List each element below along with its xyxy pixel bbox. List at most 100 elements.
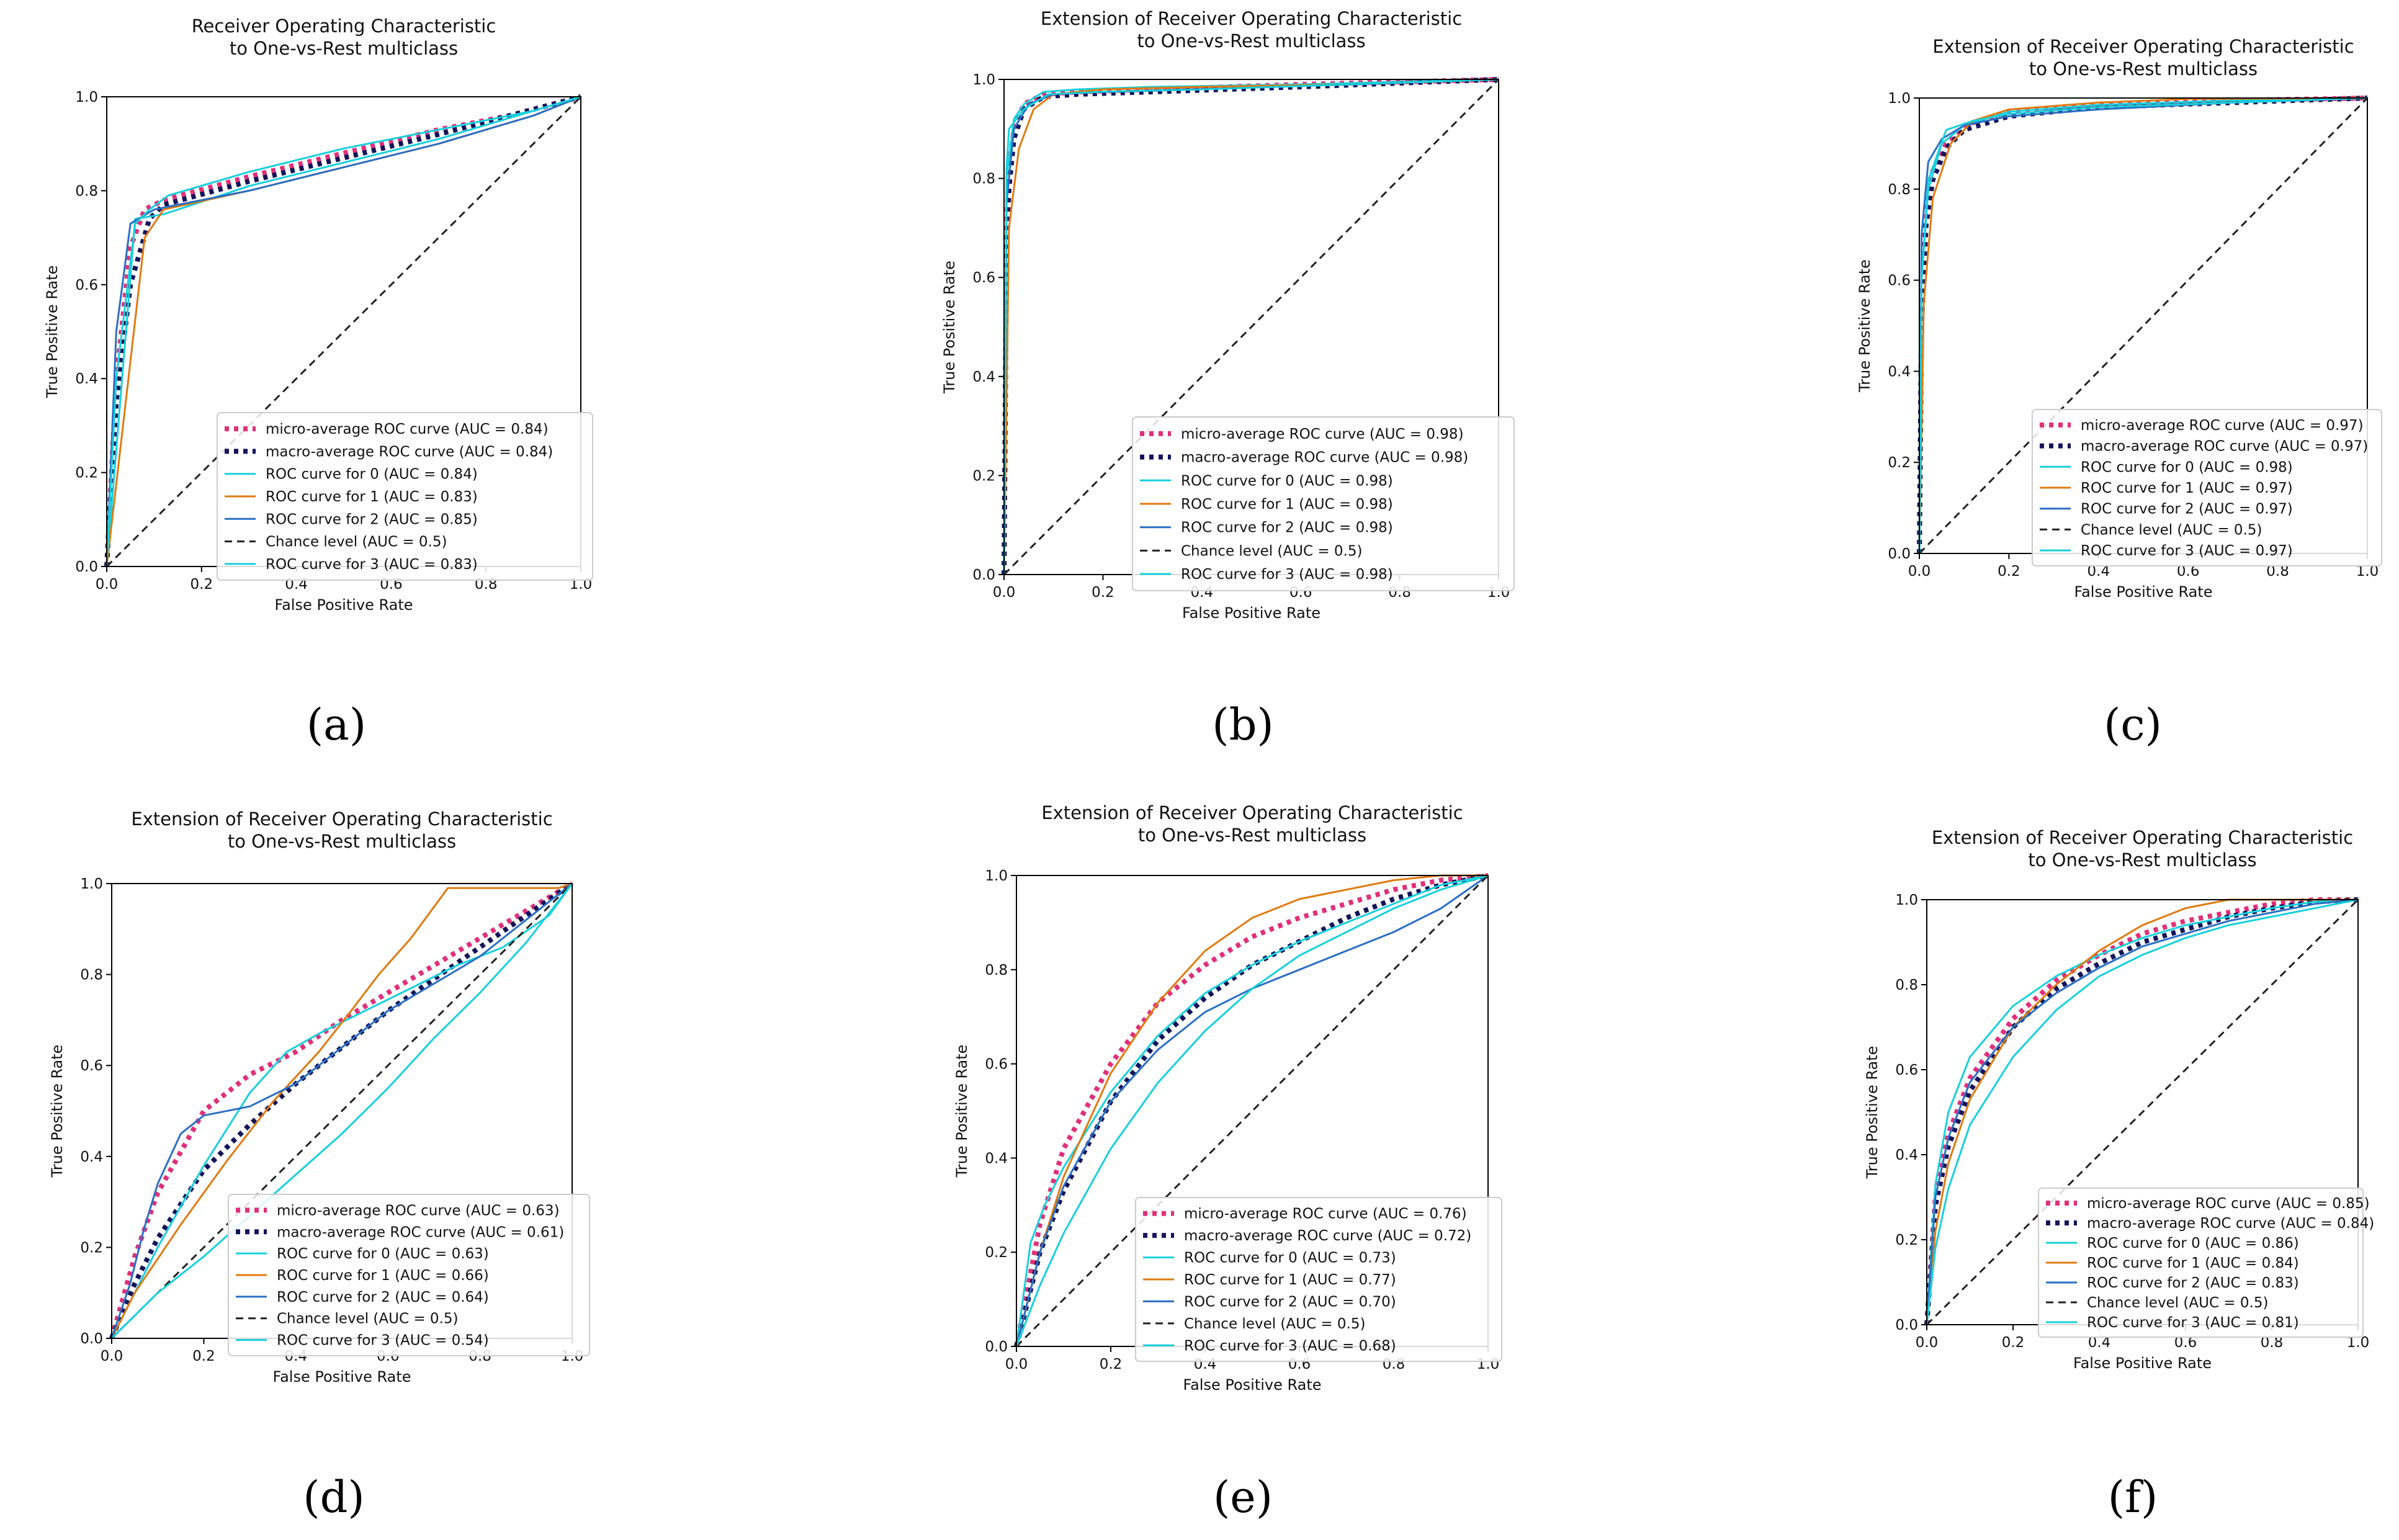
series-line-class2	[110, 882, 573, 1339]
x-axis-label: False Positive Rate	[1182, 604, 1321, 622]
y-tick-label: 0.6	[1895, 1062, 1918, 1078]
x-tick-label: 0.2	[1100, 1356, 1123, 1372]
legend-box	[1132, 416, 1515, 591]
chart-title-line: to One-vs-Rest multiclass	[228, 831, 456, 852]
y-tick-label: 0.6	[972, 270, 995, 286]
chart-title-line: Receiver Operating Characteristic	[192, 16, 496, 37]
y-tick-label: 0.8	[985, 962, 1008, 978]
y-tick-label: 0.2	[985, 1245, 1008, 1261]
y-axis-label: True Positive Rate	[48, 1045, 66, 1178]
legend-box	[217, 412, 593, 581]
legend-entry: ROC curve for 3 (AUC = 0.83)	[266, 557, 478, 573]
legend-entry: macro-average ROC curve (AUC = 0.61)	[277, 1224, 564, 1240]
plot-area	[104, 94, 582, 568]
y-tick-label: 0.0	[80, 1331, 103, 1347]
legend-entry: ROC curve for 0 (AUC = 0.73)	[1184, 1250, 1396, 1266]
chart-panel-3: Extension of Receiver Operating Characte…	[1856, 36, 2382, 750]
legend-entry: ROC curve for 3 (AUC = 0.54)	[277, 1333, 489, 1349]
legend-entry: ROC curve for 2 (AUC = 0.70)	[1184, 1294, 1396, 1310]
y-tick-label: 0.4	[75, 371, 98, 387]
y-tick-label: 1.0	[985, 868, 1008, 884]
legend-entry: ROC curve for 1 (AUC = 0.84)	[2087, 1255, 2299, 1271]
chart-title-line: to One-vs-Rest multiclass	[1137, 30, 1365, 51]
legend-entry: ROC curve for 0 (AUC = 0.84)	[266, 467, 478, 483]
series-line-macro	[1014, 873, 1489, 1347]
y-tick-label: 0.4	[972, 369, 995, 385]
legend-entry: Chance level (AUC = 0.5)	[1184, 1316, 1365, 1332]
legend: micro-average ROC curve (AUC = 0.76) macr…	[1135, 1197, 1502, 1362]
legend-entry: Chance level (AUC = 0.5)	[266, 534, 447, 550]
series-line-macro	[104, 94, 582, 567]
x-axis-label: False Positive Rate	[274, 596, 413, 614]
legend: micro-average ROC curve (AUC = 0.97) macr…	[2032, 409, 2382, 566]
x-tick-label: 0.2	[191, 576, 213, 593]
panel-label: (d)	[303, 1472, 364, 1523]
x-axis-label: False Positive Rate	[2073, 1354, 2212, 1372]
x-tick-label: 0.2	[1998, 563, 2020, 580]
legend-entry: ROC curve for 1 (AUC = 0.66)	[277, 1268, 489, 1284]
legend-entry: Chance level (AUC = 0.5)	[277, 1311, 458, 1327]
series-line-chance	[1918, 97, 2369, 555]
x-tick-label: 0.2	[1092, 584, 1114, 601]
legend-entry: Chance level (AUC = 0.5)	[2087, 1295, 2268, 1311]
chart-panel-2: Extension of Receiver Operating Characte…	[941, 8, 1515, 750]
y-tick-label: 0.8	[972, 171, 995, 187]
panel-label: (c)	[2104, 699, 2162, 750]
chart-title-line: Extension of Receiver Operating Characte…	[1932, 827, 2353, 848]
plot-area	[1917, 96, 2369, 555]
y-tick-label: 1.0	[75, 89, 98, 105]
plot-area	[1924, 897, 2359, 1326]
y-tick-label: 0.0	[972, 567, 995, 583]
legend-entry: micro-average ROC curve (AUC = 0.97)	[2081, 418, 2364, 434]
series-line-chance	[110, 882, 573, 1340]
series-line-micro	[1924, 897, 2358, 1325]
y-tick-label: 0.6	[80, 1058, 103, 1074]
series-line-chance	[1926, 898, 2359, 1326]
y-tick-label: 0.4	[80, 1149, 103, 1165]
series-line-chance	[1003, 78, 1500, 576]
series-line-class0	[1926, 898, 2359, 1325]
y-axis-label: True Positive Rate	[953, 1045, 971, 1178]
y-tick-label: 0.0	[75, 559, 98, 575]
legend-entry: macro-average ROC curve (AUC = 0.98)	[1181, 450, 1468, 466]
series-line-class3	[1926, 898, 2359, 1325]
y-tick-label: 1.0	[1895, 892, 1918, 908]
y-tick-label: 0.6	[985, 1057, 1008, 1073]
legend-box	[1135, 1197, 1502, 1362]
legend-box	[228, 1194, 590, 1356]
legend-entry: micro-average ROC curve (AUC = 0.85)	[2087, 1196, 2370, 1212]
chart-title-line: to One-vs-Rest multiclass	[1138, 825, 1366, 846]
chart-title-line: to One-vs-Rest multiclass	[2029, 58, 2258, 79]
y-tick-label: 0.2	[1888, 455, 1911, 471]
y-tick-label: 0.8	[1895, 977, 1918, 993]
y-tick-label: 0.0	[1895, 1317, 1918, 1333]
y-tick-label: 1.0	[1888, 91, 1911, 107]
y-tick-label: 0.4	[1888, 364, 1911, 380]
y-axis-label: True Positive Rate	[43, 266, 61, 399]
legend-entry: macro-average ROC curve (AUC = 0.97)	[2081, 439, 2368, 455]
y-tick-label: 0.8	[1888, 182, 1911, 198]
x-tick-label: 0.0	[1908, 563, 1931, 580]
y-tick-label: 0.0	[985, 1339, 1008, 1355]
plot-area	[1014, 873, 1489, 1348]
y-axis-label: True Positive Rate	[1856, 259, 1873, 393]
legend-entry: ROC curve for 1 (AUC = 0.83)	[266, 489, 478, 505]
y-tick-label: 0.2	[1895, 1232, 1918, 1248]
legend-box	[2038, 1188, 2364, 1338]
y-tick-label: 0.6	[75, 277, 98, 293]
series-line-class1	[110, 882, 573, 1339]
chart-panel-6: Extension of Receiver Operating Characte…	[1863, 827, 2374, 1523]
y-tick-label: 1.0	[972, 72, 995, 88]
legend-entry: ROC curve for 3 (AUC = 0.97)	[2081, 543, 2293, 559]
chart-title-line: Extension of Receiver Operating Characte…	[1932, 36, 2354, 57]
x-tick-label: 0.0	[101, 1348, 123, 1364]
legend-entry: ROC curve for 3 (AUC = 0.68)	[1184, 1338, 1396, 1354]
legend-entry: ROC curve for 3 (AUC = 0.98)	[1181, 566, 1393, 583]
legend-entry: micro-average ROC curve (AUC = 0.84)	[266, 421, 549, 437]
y-tick-label: 0.8	[75, 183, 98, 199]
legend-box	[2032, 409, 2382, 566]
chart-title-line: Extension of Receiver Operating Characte…	[1041, 8, 1462, 29]
legend-entry: macro-average ROC curve (AUC = 0.72)	[1184, 1228, 1471, 1244]
x-tick-label: 0.0	[96, 576, 119, 593]
